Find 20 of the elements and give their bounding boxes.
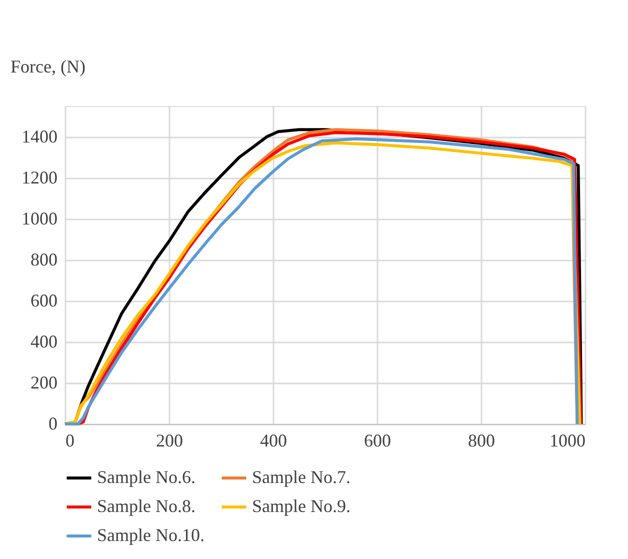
- legend-label: Sample No.7.: [252, 467, 350, 487]
- y-tick-label: 1400: [22, 126, 58, 146]
- x-tick-label: 400: [260, 430, 287, 450]
- legend-label: Sample No.9.: [252, 496, 350, 516]
- y-tick-label: 400: [30, 331, 58, 352]
- legend-label: Sample No.6.: [97, 467, 196, 487]
- y-axis-title: Force, (N): [10, 56, 86, 76]
- y-tick-label: 600: [30, 290, 58, 310]
- y-tick-label: 1000: [22, 208, 58, 228]
- y-tick-label: 0: [48, 414, 58, 434]
- x-tick-label: 1000: [550, 430, 586, 450]
- legend-label: Sample No.8.: [97, 496, 196, 516]
- x-tick-label: 800: [468, 430, 495, 450]
- y-tick-label: 1200: [22, 167, 58, 188]
- y-tick-label: 200: [30, 372, 58, 392]
- y-tick-label: 800: [30, 249, 58, 270]
- x-tick-label: 0: [66, 430, 74, 450]
- x-tick-label: 600: [364, 430, 391, 450]
- legend-label: Sample No.10.: [97, 525, 204, 545]
- x-tick-label: 200: [156, 430, 183, 450]
